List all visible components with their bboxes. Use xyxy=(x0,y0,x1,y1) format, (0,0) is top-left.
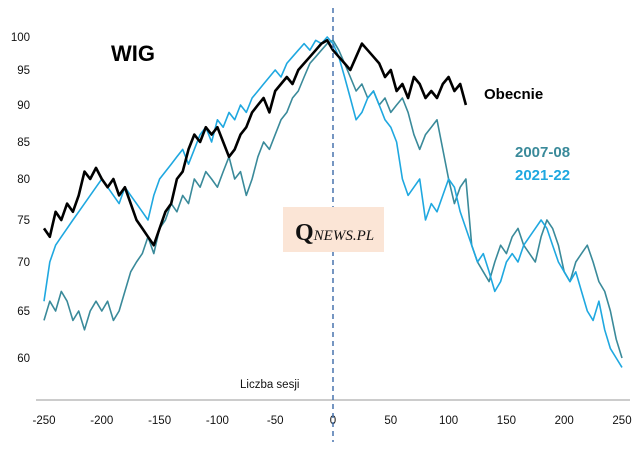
x-tick-label: -100 xyxy=(206,415,229,427)
y-tick-label: 90 xyxy=(17,100,30,112)
series-line-obecnie xyxy=(44,40,466,245)
y-tick-label: 75 xyxy=(17,215,30,227)
x-tick-label: -200 xyxy=(90,415,113,427)
x-axis-label: Liczba sesji xyxy=(240,379,299,391)
y-tick-label: 95 xyxy=(17,65,30,77)
y-tick-label: 60 xyxy=(17,353,30,365)
logo-badge: QNEWS.PL xyxy=(283,207,384,252)
x-tick-label: 200 xyxy=(555,415,574,427)
legend-obecnie: Obecnie xyxy=(484,86,543,103)
y-tick-label: 80 xyxy=(17,174,30,186)
legend-2021-22: 2021-22 xyxy=(515,167,570,184)
x-tick-label: 150 xyxy=(497,415,516,427)
y-tick-label: 65 xyxy=(17,306,30,318)
x-tick-label: -150 xyxy=(148,415,171,427)
x-tick-label: -50 xyxy=(267,415,284,427)
logo-initial: Q xyxy=(295,220,314,246)
x-tick-label: 100 xyxy=(439,415,458,427)
y-tick-label: 100 xyxy=(11,32,30,44)
wig-line-chart: -250 -200 -150 -100 -50 0 50 100 150 200 250606570… xyxy=(0,0,643,450)
x-tick-label: 250 xyxy=(612,415,631,427)
y-tick-label: 70 xyxy=(17,257,30,269)
chart-title: WIG xyxy=(111,41,155,66)
y-tick-label: 85 xyxy=(17,137,30,149)
x-tick-label: 50 xyxy=(384,415,397,427)
x-tick-label: -250 xyxy=(32,415,55,427)
legend-2007-08: 2007-08 xyxy=(515,144,570,161)
logo-rest: NEWS.PL xyxy=(313,228,374,244)
